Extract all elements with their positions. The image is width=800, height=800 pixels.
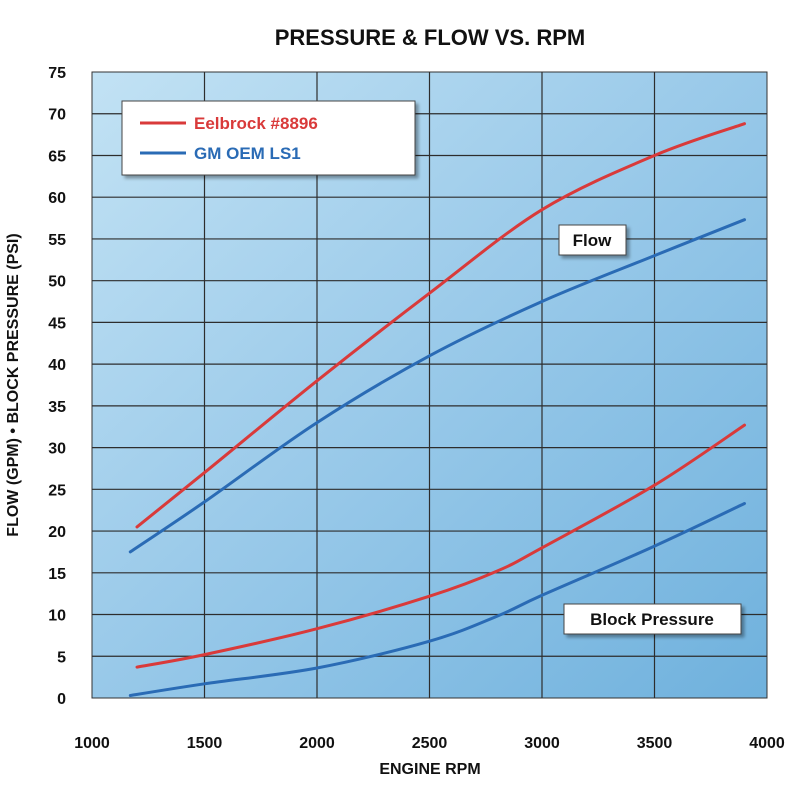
- x-tick-label: 2000: [299, 735, 335, 752]
- block-pressure-annotation-label: Block Pressure: [590, 610, 714, 629]
- x-axis-ticks: 1000 1500 2000 2500 3000 3500 4000: [74, 735, 785, 752]
- y-axis-ticks: 0 5 10 15 20 25 30 35 40 45 50 55 60 65 70 75: [48, 65, 66, 708]
- y-tick-label: 15: [48, 566, 66, 583]
- legend-box: [121, 100, 416, 176]
- x-tick-label: 3500: [637, 735, 673, 752]
- block-pressure-annotation: Block Pressure: [563, 603, 742, 635]
- y-tick-label: 30: [48, 441, 66, 458]
- series-line-block-pressure-eelbrock-8896: [135, 423, 746, 669]
- legend-label-gm: GM OEM LS1: [194, 144, 301, 163]
- flow-annotation-box: [558, 224, 627, 256]
- y-tick-label: 60: [48, 190, 66, 207]
- y-tick-label: 45: [48, 315, 66, 332]
- flow-annotation-label: Flow: [573, 231, 612, 250]
- y-tick-label: 35: [48, 399, 66, 416]
- y-tick-label: 70: [48, 107, 66, 124]
- y-tick-label: 40: [48, 357, 66, 374]
- series-layer: [128, 122, 746, 697]
- y-axis-label: FLOW (GPM) • BLOCK PRESSURE (PSI): [5, 233, 22, 536]
- y-tick-label: 0: [57, 691, 66, 708]
- y-tick-label: 5: [57, 649, 66, 666]
- y-tick-label: 10: [48, 608, 66, 625]
- y-tick-label: 65: [48, 148, 66, 165]
- series-line-flow-gm-oem-ls1: [128, 218, 746, 554]
- y-tick-label: 75: [48, 65, 66, 82]
- y-tick-label: 25: [48, 482, 66, 499]
- block-pressure-annotation-box: [563, 603, 742, 635]
- series-line-block-pressure-gm-oem-ls1: [128, 502, 746, 697]
- legend: [121, 100, 416, 176]
- x-tick-label: 1500: [187, 735, 223, 752]
- x-tick-label: 2500: [412, 735, 448, 752]
- x-tick-label: 1000: [74, 735, 110, 752]
- flow-annotation: Flow: [558, 224, 627, 256]
- x-axis-label: ENGINE RPM: [379, 761, 480, 778]
- y-tick-label: 55: [48, 232, 66, 249]
- series-line-flow-eelbrock-8896: [135, 122, 746, 529]
- y-tick-label: 50: [48, 274, 66, 291]
- x-tick-label: 4000: [749, 735, 785, 752]
- chart-title: PRESSURE & FLOW VS. RPM: [275, 25, 585, 50]
- legend-label-eelbrock: Eelbrock #8896: [194, 114, 318, 133]
- y-tick-label: 20: [48, 524, 66, 541]
- x-tick-label: 3000: [524, 735, 560, 752]
